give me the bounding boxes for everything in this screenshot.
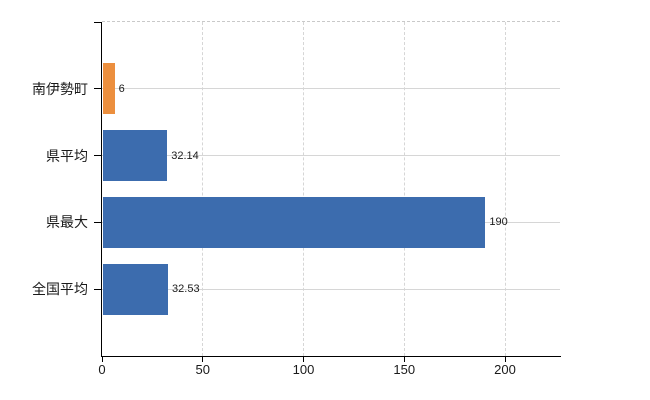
bar-4 — [102, 263, 169, 315]
x-gridline — [303, 22, 304, 356]
x-axis-tick-label: 0 — [98, 362, 106, 377]
x-axis-tick — [403, 356, 405, 362]
x-axis-tick — [303, 356, 304, 362]
bar-value-label: 6 — [118, 82, 125, 95]
bar-2 — [102, 130, 168, 182]
category-label: 県最大 — [46, 214, 88, 231]
x-axis-tick — [202, 356, 204, 362]
y-axis-tick — [94, 221, 102, 223]
bar-3 — [102, 196, 486, 248]
category-label: 県平均 — [46, 147, 88, 164]
y-axis-tick — [94, 88, 102, 90]
x-gridline — [403, 22, 405, 356]
x-axis-tick — [504, 356, 506, 362]
category-gridline — [102, 155, 560, 157]
bar-value-label: 32.53 — [172, 283, 200, 296]
category-label: 全国平均 — [32, 281, 88, 298]
category-label: 南伊勢町 — [32, 80, 88, 97]
y-axis-tick — [94, 155, 102, 157]
category-gridline — [102, 288, 560, 290]
plot-top-border — [102, 21, 560, 22]
x-axis-tick — [101, 356, 103, 362]
bar-1 — [102, 63, 115, 115]
y-axis-end-tick — [94, 21, 102, 23]
bar-value-label: 190 — [489, 216, 508, 229]
x-axis-tick-label: 50 — [195, 362, 210, 377]
x-axis-line — [101, 356, 561, 358]
category-gridline — [102, 88, 560, 90]
y-axis-line — [101, 22, 103, 357]
x-gridline — [202, 22, 204, 356]
x-axis-tick-label: 200 — [494, 362, 516, 377]
x-gridline — [504, 22, 506, 356]
x-axis-tick-label: 150 — [393, 362, 416, 377]
x-axis-tick-label: 100 — [292, 362, 315, 377]
y-axis-tick — [94, 288, 102, 290]
bar-value-label: 32.14 — [171, 149, 199, 162]
